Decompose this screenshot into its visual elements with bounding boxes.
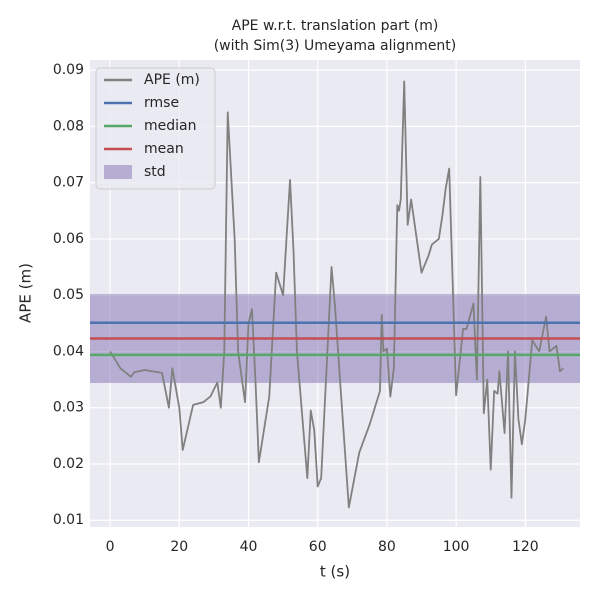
y-tick-label: 0.03 — [53, 400, 84, 416]
legend-label: median — [144, 118, 196, 134]
x-tick-label: 120 — [512, 539, 539, 555]
y-axis-label: APE (m) — [17, 263, 35, 323]
y-tick-label: 0.08 — [53, 118, 84, 134]
y-tick-label: 0.09 — [53, 62, 84, 78]
legend-label: std — [144, 164, 166, 180]
y-tick-label: 0.06 — [53, 231, 84, 247]
legend-swatch — [104, 165, 132, 179]
legend-label: rmse — [144, 95, 179, 111]
x-tick-label: 20 — [170, 539, 188, 555]
x-axis-label: t (s) — [320, 563, 350, 581]
legend-label: APE (m) — [144, 72, 200, 88]
y-tick-label: 0.02 — [53, 456, 84, 472]
chart-subtitle: (with Sim(3) Umeyama alignment) — [214, 38, 457, 54]
y-tick-label: 0.01 — [53, 512, 84, 528]
x-tick-label: 0 — [106, 539, 115, 555]
x-tick-label: 80 — [378, 539, 396, 555]
chart-title: APE w.r.t. translation part (m) — [232, 18, 439, 34]
legend-label: mean — [144, 141, 184, 157]
ape-line — [109, 80, 564, 509]
y-tick-label: 0.05 — [53, 287, 84, 303]
legend-box — [95, 67, 216, 190]
x-tick-label: 40 — [240, 539, 258, 555]
x-tick-label: 100 — [443, 539, 470, 555]
y-tick-label: 0.07 — [53, 175, 84, 191]
x-tick-label: 60 — [309, 539, 327, 555]
y-tick-label: 0.04 — [53, 343, 84, 359]
